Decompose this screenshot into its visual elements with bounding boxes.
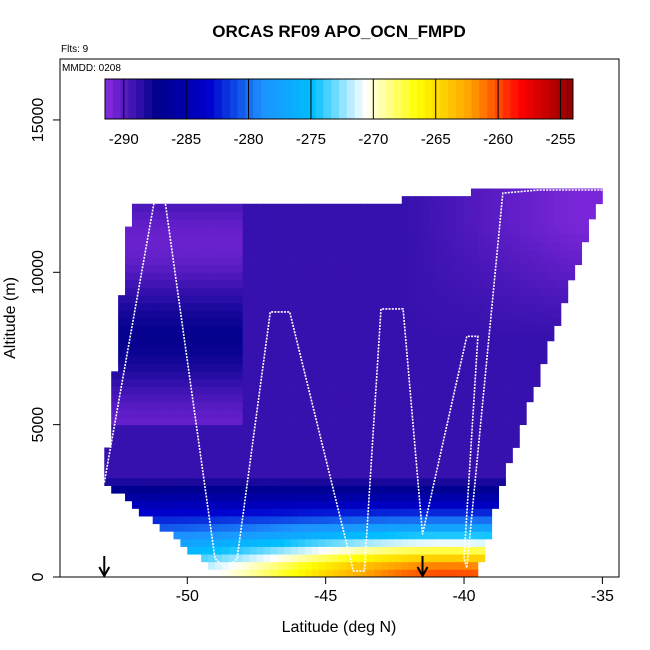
colorbar-segment: [245, 79, 254, 119]
colorbar-segment: [526, 79, 535, 119]
y-axis: 0 5000 10000 15000: [30, 98, 60, 581]
colorbar-segment: [128, 79, 137, 119]
colorbar-segment: [487, 79, 496, 119]
x-axis: -50 -45 -40 -35: [176, 577, 614, 605]
x-tick-label: -40: [452, 588, 475, 605]
y-axis-label: Altitude (m): [2, 277, 19, 359]
colorbar-segment: [362, 79, 371, 119]
colorbar-segment: [323, 79, 332, 119]
colorbar-segment: [549, 79, 558, 119]
colorbar-segment: [409, 79, 418, 119]
colorbar-segment: [307, 79, 317, 119]
profile-arrow: [416, 556, 429, 579]
colorbar-segment: [159, 79, 168, 119]
colorbar-segment: [456, 79, 465, 119]
colorbar-segment: [385, 79, 395, 119]
mmdd-note: MMDD: 0208: [62, 63, 121, 74]
colorbar-segment: [175, 79, 184, 119]
colorbar-tick-label: -290: [109, 131, 139, 148]
colorbar-segment: [424, 79, 434, 119]
colorbar-tick-label: -265: [421, 131, 451, 148]
colorbar-segment: [183, 79, 192, 119]
colorbar-segment: [518, 79, 527, 119]
colorbar-segment: [300, 79, 309, 119]
colorbar-segment: [378, 79, 387, 119]
colorbar-segment: [284, 79, 293, 119]
colorbar-tick-label: -260: [483, 131, 513, 148]
colorbar-segment: [229, 79, 239, 119]
colorbar-segment: [105, 79, 114, 119]
colorbar: -290 -285 -280 -275 -270 -265 -260 -255: [104, 78, 576, 148]
colorbar-tick-label: -270: [358, 131, 388, 148]
colorbar-segment: [495, 79, 504, 119]
colorbar-segment: [510, 79, 519, 119]
colorbar-segment: [292, 79, 301, 119]
colorbar-segment: [222, 79, 231, 119]
colorbar-segment: [190, 79, 200, 119]
colorbar-tick-label: -275: [296, 131, 326, 148]
colorbar-segment: [206, 79, 215, 119]
colorbar-segment: [253, 79, 262, 119]
y-tick-label: 15000: [30, 98, 47, 143]
x-tick-label: -45: [314, 588, 337, 605]
curtain-heatmap: [104, 188, 603, 578]
colorbar-frame: [104, 78, 574, 120]
chart-title: ORCAS RF09 APO_OCN_FMPD: [212, 22, 465, 41]
profile-arrow: [98, 556, 111, 579]
y-tick-label: 0: [30, 572, 47, 581]
colorbar-segment: [151, 79, 161, 119]
profile-arrows: [98, 556, 429, 579]
colorbar-segment: [448, 79, 457, 119]
y-tick-label: 5000: [30, 407, 47, 443]
colorbar-segment: [463, 79, 473, 119]
colorbar-segment: [331, 79, 340, 119]
colorbar-segment: [370, 79, 379, 119]
x-tick-label: -50: [176, 588, 199, 605]
colorbar-segment: [432, 79, 441, 119]
colorbar-segment: [471, 79, 480, 119]
colorbar-segment: [346, 79, 356, 119]
colorbar-segment: [417, 79, 426, 119]
colorbar-tick-label: -255: [546, 131, 576, 148]
plot-frame: [59, 58, 620, 578]
colorbar-segment: [534, 79, 543, 119]
colorbar-segment: [440, 79, 449, 119]
colorbar-segment: [393, 79, 402, 119]
colorbar-tick-label: -280: [234, 131, 264, 148]
x-axis-label: Latitude (deg N): [282, 619, 397, 636]
flights-note: Flts: 9: [61, 44, 89, 55]
colorbar-segment: [401, 79, 410, 119]
colorbar-segment: [502, 79, 512, 119]
colorbar-segment: [268, 79, 278, 119]
colorbar-segment: [479, 79, 488, 119]
colorbar-segment: [167, 79, 176, 119]
colorbar-segment: [354, 79, 363, 119]
colorbar-segment: [339, 79, 348, 119]
flight-track: [103, 189, 603, 572]
flight-track-line: [103, 189, 603, 572]
colorbar-segment: [198, 79, 207, 119]
colorbar-segment: [557, 79, 566, 119]
colorbar-segment: [565, 79, 574, 119]
colorbar-segment: [120, 79, 129, 119]
colorbar-segment: [136, 79, 145, 119]
colorbar-segment: [541, 79, 551, 119]
colorbar-segment: [261, 79, 270, 119]
y-tick-label: 10000: [30, 250, 47, 295]
colorbar-segment: [315, 79, 324, 119]
colorbar-segment: [276, 79, 285, 119]
colorbar-segment: [237, 79, 246, 119]
colorbar-tick-label: -285: [171, 131, 201, 148]
colorbar-segment: [112, 79, 122, 119]
x-tick-label: -35: [591, 588, 614, 605]
colorbar-segment: [144, 79, 153, 119]
colorbar-segment: [214, 79, 223, 119]
